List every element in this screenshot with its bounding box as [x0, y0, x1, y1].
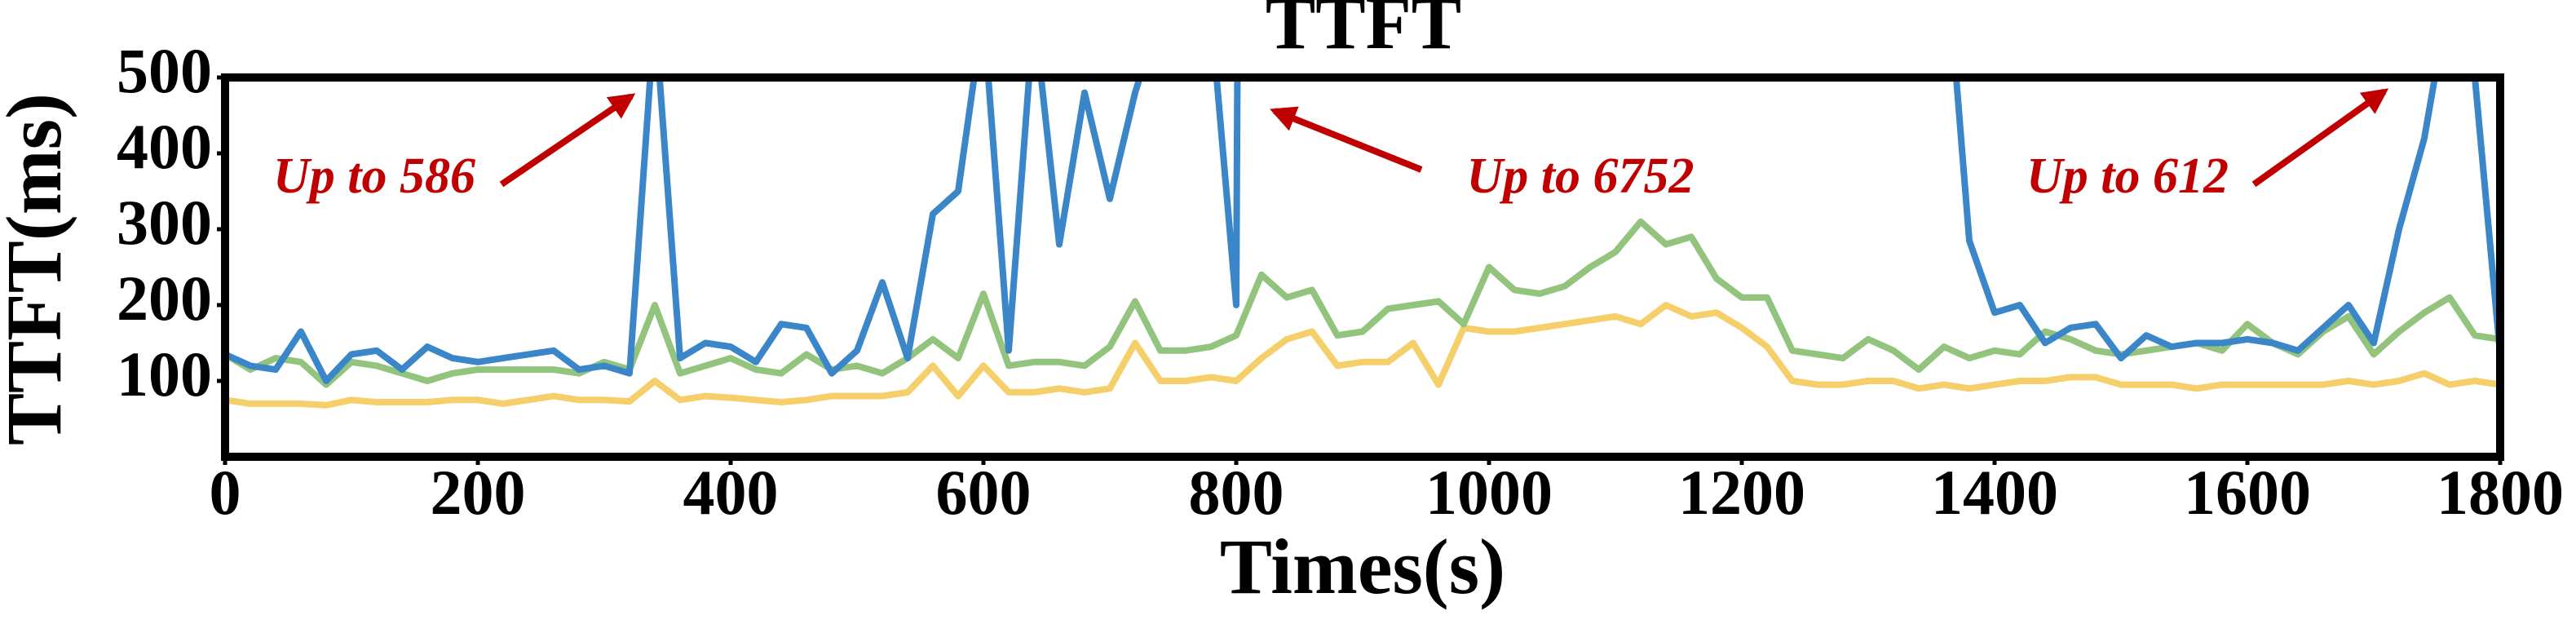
annotation: Up to 612 — [2026, 148, 2229, 204]
x-tick-label: 600 — [936, 457, 1032, 528]
y-tick-label: 100 — [117, 339, 212, 409]
x-tick-label: 200 — [431, 457, 526, 528]
plot-lines — [225, 77, 2500, 409]
x-tick-label: 1600 — [2184, 457, 2311, 528]
series-line — [225, 77, 2500, 384]
annotation-arrow — [1270, 106, 1423, 173]
annotation: Up to 6752 — [1467, 148, 1695, 204]
y-axis-label: TTFT(ms) — [0, 93, 77, 445]
x-tick-label: 1800 — [2437, 457, 2564, 528]
chart-title: TTFT — [1266, 0, 1461, 64]
x-tick-label: 0 — [210, 457, 241, 528]
annotation-arrow — [499, 93, 636, 188]
x-axis-label: Times(s) — [1220, 523, 1505, 610]
x-tick-label: 800 — [1189, 457, 1284, 528]
y-tick-label: 200 — [117, 263, 212, 334]
annotation-arrow — [2251, 88, 2389, 188]
series-line — [225, 302, 2500, 409]
x-tick-label: 1200 — [1678, 457, 1805, 528]
plot-frame — [221, 73, 2504, 461]
annotation: Up to 586 — [273, 148, 475, 204]
x-tick-label: 1400 — [1931, 457, 2058, 528]
x-tick-label: 400 — [683, 457, 779, 528]
y-tick-label: 500 — [117, 35, 212, 106]
y-tick-label: 400 — [117, 111, 212, 182]
x-tick-label: 1000 — [1425, 457, 1553, 528]
y-tick-label: 300 — [117, 187, 212, 258]
